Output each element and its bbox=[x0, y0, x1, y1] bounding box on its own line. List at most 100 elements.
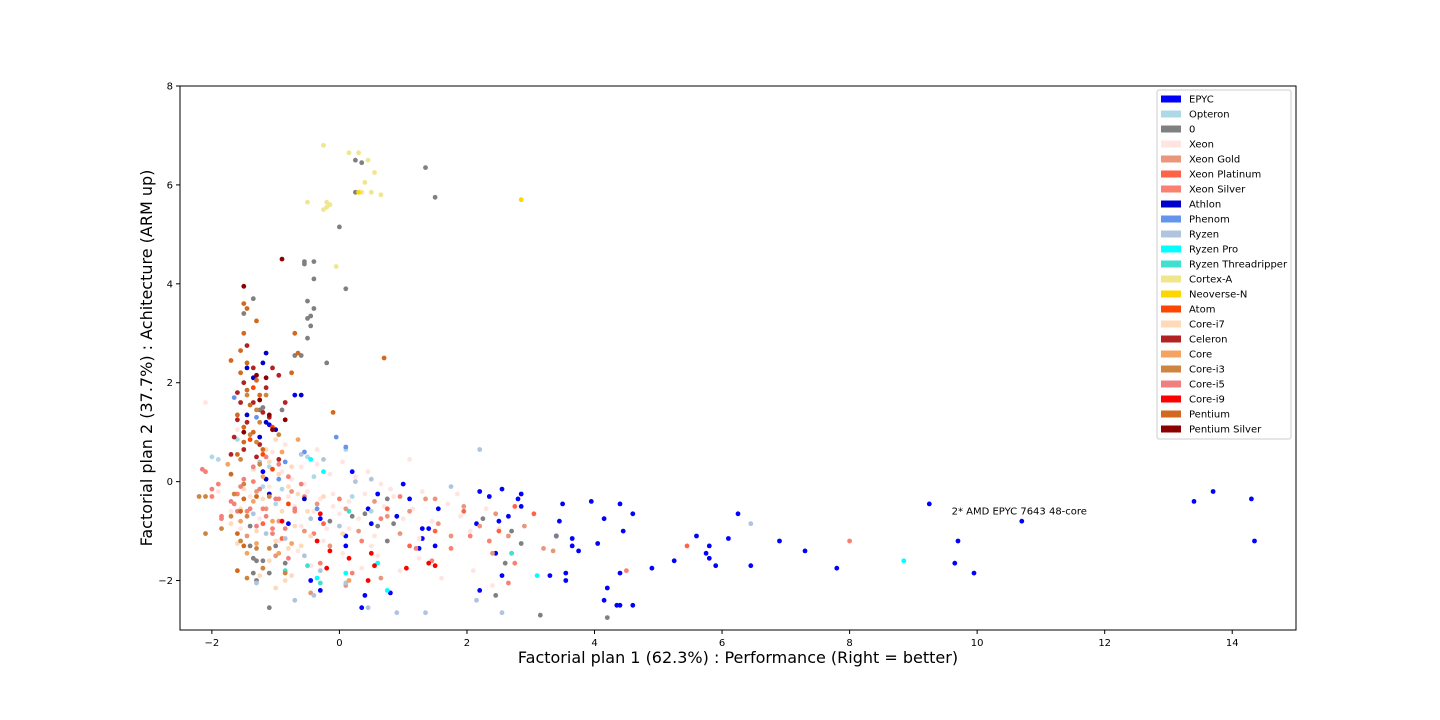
data-point-xeon-60 bbox=[346, 526, 352, 531]
data-point-core-i5-12 bbox=[250, 464, 256, 470]
data-point-core-i5-1 bbox=[219, 513, 224, 519]
data-point-0-7 bbox=[311, 259, 317, 264]
data-point-celeron-3 bbox=[235, 390, 240, 395]
data-point-ryzen-pro-0 bbox=[901, 558, 907, 564]
data-point-ryzen-2 bbox=[474, 597, 479, 603]
legend-label-ryzen-pro: Ryzen Pro bbox=[1189, 245, 1238, 256]
legend-swatch-ryzen-threadripper bbox=[1161, 260, 1181, 268]
data-point-0-8 bbox=[311, 276, 317, 282]
x-axis-label: Factorial plan 1 (62.3%) : Performance (… bbox=[518, 648, 958, 667]
data-point-cortex-a-8 bbox=[378, 192, 384, 198]
data-point-xeon-silver-1 bbox=[624, 568, 629, 574]
data-point-core-i3-23 bbox=[266, 546, 272, 551]
data-point-core-i7-3 bbox=[279, 508, 285, 514]
data-point-xeon-gold-14 bbox=[435, 521, 441, 527]
data-point-ryzen-0 bbox=[477, 447, 483, 452]
data-point-pentium-10 bbox=[257, 392, 263, 398]
data-point-pentium-14 bbox=[250, 429, 256, 435]
data-point-ryzen-5 bbox=[394, 610, 400, 616]
data-point-xeon-12 bbox=[372, 533, 377, 539]
data-point-phenom-2 bbox=[282, 459, 288, 465]
data-point-xeon-platinum-5 bbox=[432, 528, 438, 534]
data-point-phenom-5 bbox=[343, 444, 349, 450]
data-point-core-i7-12 bbox=[289, 464, 294, 470]
data-point-epyc-39 bbox=[560, 501, 565, 507]
legend-label-atom: Atom bbox=[1189, 305, 1215, 316]
data-point-xeon-gold-20 bbox=[522, 523, 527, 529]
data-point-core-i3-18 bbox=[263, 392, 269, 398]
data-point-xeon-silver-10 bbox=[378, 516, 384, 522]
data-point-pentium-silver-5 bbox=[257, 397, 263, 403]
data-point-pentium-25 bbox=[295, 350, 301, 356]
data-point-xeon-gold-5 bbox=[314, 501, 320, 507]
data-point-0-37 bbox=[349, 513, 355, 519]
data-point-xeon-silver-20 bbox=[209, 494, 215, 499]
data-point-0-20 bbox=[279, 407, 285, 413]
data-point-core-i3-21 bbox=[276, 432, 282, 438]
data-point-epyc-50 bbox=[499, 573, 505, 578]
data-point-xeon-platinum-8 bbox=[321, 521, 326, 527]
legend-label-xeon-gold: Xeon Gold bbox=[1189, 155, 1240, 166]
data-point-opteron-6 bbox=[279, 486, 285, 492]
data-point-xeon-platinum-4 bbox=[461, 508, 467, 514]
data-point-ryzen-1 bbox=[448, 484, 454, 489]
data-point-xeon-50 bbox=[266, 484, 272, 489]
data-point-core-9 bbox=[295, 437, 301, 442]
data-point-core-i7-2 bbox=[286, 484, 291, 489]
data-point-0-42 bbox=[384, 538, 390, 544]
legend-label-0: 0 bbox=[1189, 125, 1195, 136]
data-point-xeon-silver-11 bbox=[359, 538, 365, 544]
legend-swatch-atom bbox=[1161, 305, 1181, 313]
data-point-core-i3-3 bbox=[219, 526, 224, 531]
data-point-ryzen-9 bbox=[282, 536, 288, 541]
data-point-xeon-platinum-3 bbox=[496, 528, 502, 534]
data-point-epyc-79 bbox=[260, 469, 266, 475]
data-point-0-5 bbox=[337, 224, 342, 230]
data-point-core-i5-18 bbox=[199, 466, 205, 472]
data-point-0-6 bbox=[343, 286, 349, 292]
data-point-epyc-58 bbox=[419, 526, 425, 531]
data-point-pentium-19 bbox=[238, 508, 244, 514]
data-point-xeon-gold-12 bbox=[407, 508, 412, 514]
data-point-pentium-silver-0 bbox=[279, 256, 285, 262]
data-point-epyc-6 bbox=[971, 570, 977, 576]
data-point-athlon-2 bbox=[260, 360, 266, 366]
data-point-core-3 bbox=[279, 449, 285, 455]
data-point-xeon-47 bbox=[238, 526, 244, 531]
data-point-core-i7-4 bbox=[292, 523, 298, 529]
data-point-xeon-8 bbox=[337, 511, 342, 517]
data-point-xeon-gold-3 bbox=[289, 489, 294, 494]
data-point-xeon-22 bbox=[483, 506, 489, 512]
data-point-pentium-24 bbox=[289, 370, 294, 376]
data-point-pentium-silver-7 bbox=[241, 429, 247, 435]
data-point-celeron-8 bbox=[244, 419, 250, 425]
data-point-xeon-silver-9 bbox=[397, 494, 403, 499]
data-point-epyc-45 bbox=[515, 496, 521, 502]
data-point-xeon-18 bbox=[429, 518, 435, 524]
x-tick-label: 12 bbox=[1098, 638, 1111, 649]
data-point-0-0 bbox=[423, 165, 428, 171]
data-point-epyc-19 bbox=[694, 533, 699, 539]
data-point-pentium-3 bbox=[254, 318, 259, 324]
data-point-0-44 bbox=[493, 593, 499, 598]
data-point-celeron-14 bbox=[263, 385, 269, 391]
legend-swatch-pentium-silver bbox=[1161, 425, 1181, 433]
data-point-xeon-30 bbox=[353, 474, 358, 480]
data-point-ryzen-pro-3 bbox=[314, 575, 320, 581]
data-point-0-50 bbox=[604, 615, 610, 620]
data-point-epyc-34 bbox=[576, 548, 581, 554]
data-point-xeon-33 bbox=[407, 457, 412, 462]
data-point-core-i7-24 bbox=[321, 494, 326, 499]
data-point-xeon-gold-17 bbox=[477, 523, 483, 529]
legend-swatch-ryzen-pro bbox=[1161, 245, 1181, 253]
data-point-xeon-38 bbox=[340, 550, 345, 556]
data-point-0-46 bbox=[509, 528, 514, 534]
data-point-neoverse-n-1 bbox=[356, 189, 361, 195]
data-point-pentium-26 bbox=[381, 355, 387, 361]
data-point-epyc-17 bbox=[706, 555, 712, 561]
data-point-0-36 bbox=[327, 518, 333, 524]
legend-swatch-core bbox=[1161, 350, 1181, 358]
data-point-core-i7-6 bbox=[286, 546, 291, 551]
data-point-core-6 bbox=[238, 518, 244, 524]
